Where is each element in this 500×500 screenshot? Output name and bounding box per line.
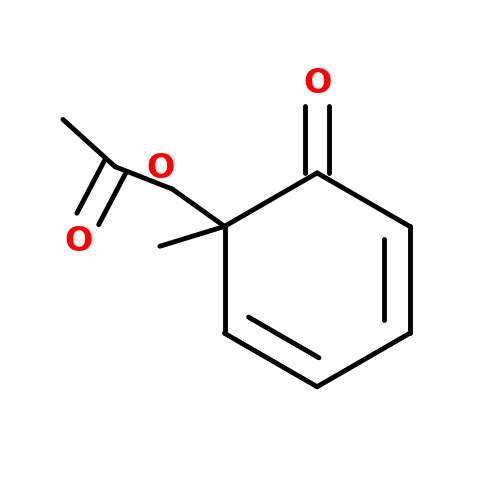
Text: O: O	[146, 152, 175, 185]
Text: O: O	[303, 67, 332, 100]
Text: O: O	[64, 225, 93, 258]
